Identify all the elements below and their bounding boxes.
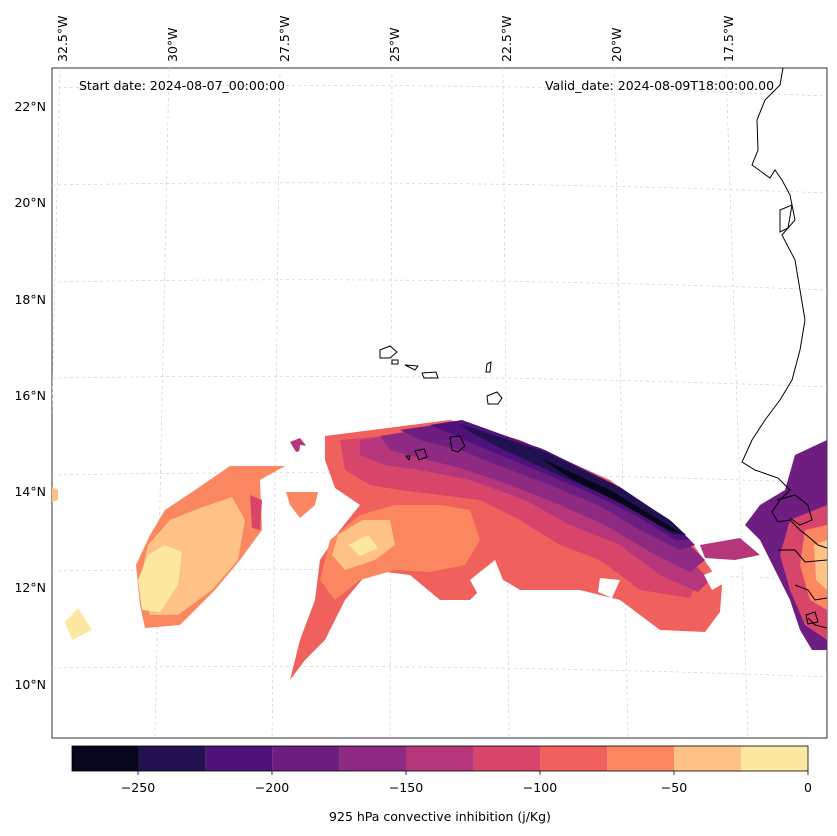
lon-label: 30°W — [165, 27, 180, 62]
colorbar-tick-label: 0 — [804, 780, 812, 795]
island-boa-vista — [486, 391, 503, 405]
colorbar-label: 925 hPa convective inhibition (j/Kg) — [329, 809, 551, 824]
lon-label: 17.5°W — [721, 16, 736, 62]
lon-label: 32.5°W — [55, 16, 70, 62]
colorbar — [71, 745, 809, 772]
colorbar-segment — [741, 746, 808, 771]
guinea-coast — [807, 617, 827, 629]
cin-east-blob-pale — [814, 540, 827, 590]
lon-label: 27.5°W — [277, 16, 292, 62]
lon-label: 20°W — [609, 27, 624, 62]
colorbar-segment — [205, 746, 273, 771]
lat-label: 10°N — [14, 677, 46, 692]
cin-west-blob-edge — [250, 495, 262, 530]
colorbar-tick-label: −250 — [121, 780, 155, 795]
lat-label: 22°N — [14, 99, 46, 114]
colorbar-tick-label: −50 — [661, 780, 687, 795]
cin-main-band-indigo — [430, 420, 690, 540]
island-santiago — [449, 435, 466, 453]
cin-edge-speck — [52, 487, 58, 502]
cin-main-band-black — [540, 458, 682, 534]
cin-west-blob-core — [138, 545, 182, 612]
lon-label: 25°W — [387, 27, 402, 62]
colorbar-segment — [406, 746, 474, 771]
colorbar-segment — [674, 746, 742, 771]
colorbar-tick-label: −100 — [523, 780, 557, 795]
colorbar-ticks: −250 −200 −150 −100 −50 0 — [121, 771, 812, 795]
cin-contours — [52, 420, 827, 680]
cin-main-band-pale — [348, 535, 378, 556]
lat-label: 16°N — [14, 388, 46, 403]
island-sao-vicente — [391, 359, 399, 365]
island-maio — [421, 371, 439, 379]
start-date-label: Start date: 2024-08-07_00:00:00 — [79, 78, 285, 93]
map-frame — [51, 67, 828, 739]
guinea-bissau-coast — [794, 584, 827, 601]
island-fogo — [414, 448, 428, 461]
lat-label: 12°N — [14, 580, 46, 595]
colorbar-frame — [71, 745, 809, 772]
colorbar-segment — [540, 746, 608, 771]
island-east-2 — [805, 611, 819, 625]
lat-label: 20°N — [14, 195, 46, 210]
cin-main-band-purple — [380, 425, 705, 572]
valid-date-label: Valid_date: 2024-08-09T18:00:00.00 — [545, 78, 774, 93]
cin-gaps — [298, 445, 770, 598]
cin-main-band-magenta — [360, 428, 710, 592]
colorbar-segment — [72, 746, 139, 771]
colorbar-tick-label: −200 — [255, 780, 289, 795]
lon-label: 22.5°W — [499, 16, 514, 62]
colorbar-segment — [339, 746, 407, 771]
island-east-1 — [779, 204, 793, 233]
island-sao-nicolau — [404, 364, 419, 371]
colorbar-segment — [607, 746, 675, 771]
colorbar-segment — [473, 746, 541, 771]
cin-east-speck — [700, 538, 760, 560]
island-sal — [485, 361, 492, 373]
lat-label: 14°N — [14, 484, 46, 499]
island-santo-antao — [379, 345, 398, 359]
island-brava — [405, 455, 411, 462]
colorbar-segment — [272, 746, 340, 771]
cin-main-band-violet — [400, 422, 695, 550]
lat-labels: 22°N 20°N 18°N 16°N 14°N 12°N 10°N — [14, 99, 46, 692]
colorbar-tick-label: −150 — [389, 780, 423, 795]
coastlines — [379, 68, 827, 629]
africa-coast — [741, 68, 827, 549]
lon-labels: 32.5°W 30°W 27.5°W 25°W 22.5°W 20°W 17.5… — [55, 16, 736, 62]
cin-small-speck-2 — [286, 492, 318, 518]
senegal-border — [776, 494, 813, 526]
colorbar-segment — [138, 746, 206, 771]
gambia-border — [778, 549, 827, 563]
cin-far-west-speck — [65, 608, 92, 640]
lat-label: 18°N — [14, 292, 46, 307]
